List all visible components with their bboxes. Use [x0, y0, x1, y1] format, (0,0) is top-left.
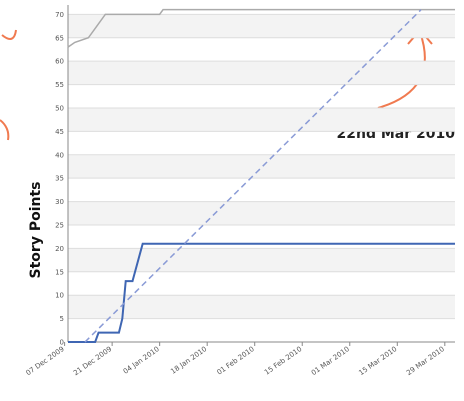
grid-band	[68, 107, 455, 132]
grid-band	[68, 61, 455, 85]
y-tick-label: 0	[60, 339, 64, 347]
y-tick-label: 25	[55, 221, 64, 229]
y-tick-label: 35	[55, 175, 64, 183]
series-line	[67, 8, 455, 48]
x-tick-label: 21 Dec 2009	[72, 345, 113, 377]
x-tick-label: 07 Dec 2009	[25, 345, 66, 377]
y-axis-label: Story Points	[28, 182, 44, 279]
y-tick-label: 70	[55, 11, 64, 19]
grid-band	[68, 14, 455, 38]
x-tick-label: 15 Mar 2010	[357, 345, 398, 377]
grid-band	[68, 154, 455, 179]
y-tick-label: 40	[55, 151, 64, 159]
grid-band	[68, 201, 455, 225]
x-tick-label: 01 Feb 2010	[216, 345, 256, 377]
x-tick-label: 29 Mar 2010	[405, 345, 446, 377]
series-line	[68, 242, 455, 343]
y-tick-label: 30	[55, 198, 64, 206]
y-tick-label: 10	[55, 292, 64, 300]
y-tick-label: 65	[55, 34, 64, 42]
y-tick-label: 15	[55, 268, 64, 276]
grid-band	[68, 295, 455, 319]
x-tick-label: 15 Feb 2010	[263, 345, 303, 377]
series-line	[84, 9, 422, 343]
y-tick-label: 50	[55, 104, 64, 112]
y-tick-label: 20	[55, 245, 64, 253]
y-tick-label: 5	[60, 315, 64, 323]
grid-band	[68, 248, 455, 272]
decoration	[0, 119, 10, 141]
x-tick-label: 18 Jan 2010	[169, 345, 208, 376]
x-tick-label: 04 Jan 2010	[122, 345, 161, 376]
y-tick-label: 55	[55, 81, 64, 89]
x-tick-label: 01 Mar 2010	[310, 345, 351, 377]
decoration	[1, 29, 17, 40]
y-tick-label: 45	[55, 128, 64, 136]
y-tick-label: 60	[55, 58, 64, 66]
